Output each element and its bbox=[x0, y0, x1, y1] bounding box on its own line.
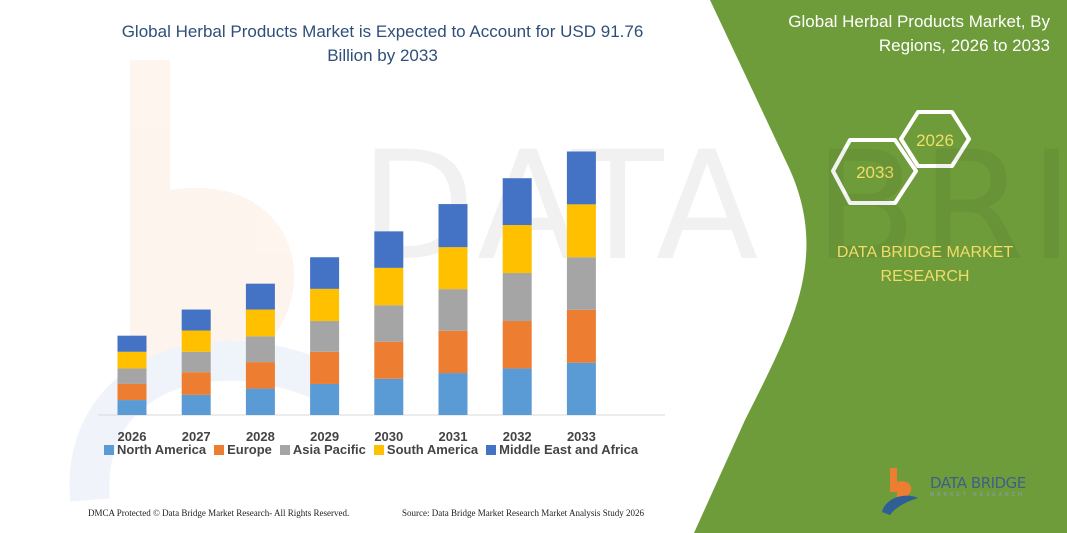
logo-name: DATA BRIDGE bbox=[930, 474, 1026, 492]
bar-segment-2028-north-america bbox=[245, 388, 275, 415]
bar-segment-2033-south-america bbox=[566, 204, 596, 258]
bar-segment-2030-middle-east-and-africa bbox=[374, 231, 404, 268]
chart-title: Global Herbal Products Market is Expecte… bbox=[121, 22, 644, 65]
legend-swatch bbox=[279, 444, 290, 455]
legend-item: Europe bbox=[214, 442, 272, 457]
logo-subtitle: MARKET RESEARCH bbox=[930, 492, 1025, 498]
legend-swatch bbox=[486, 444, 497, 455]
bar-segment-2026-north-america bbox=[117, 400, 147, 415]
hexagon-2026 bbox=[899, 110, 971, 168]
bar-segment-2032-europe bbox=[502, 321, 532, 369]
bar-segment-2030-europe bbox=[374, 341, 404, 379]
legend-swatch bbox=[373, 444, 384, 455]
legend-swatch bbox=[214, 444, 225, 455]
bar-segment-2030-south-america bbox=[374, 267, 404, 306]
bar-segment-2026-asia-pacific bbox=[117, 368, 147, 384]
bar-segment-2028-middle-east-and-africa bbox=[245, 283, 275, 310]
brand-name: DATA BRIDGE MARKET RESEARCH bbox=[836, 244, 1014, 285]
bar-segment-2026-south-america bbox=[117, 351, 147, 369]
bar-segment-2029-north-america bbox=[310, 383, 340, 415]
bar-segment-2027-europe bbox=[181, 372, 211, 395]
bar-segment-2032-asia-pacific bbox=[502, 273, 532, 322]
hex-label-2033: 2033 bbox=[856, 163, 894, 182]
x-tick-label: 2028 bbox=[246, 429, 275, 444]
bar-segment-2027-middle-east-and-africa bbox=[181, 309, 211, 331]
x-tick-label: 2033 bbox=[567, 429, 596, 444]
legend-item: North America bbox=[104, 442, 206, 457]
bar-segment-2027-asia-pacific bbox=[181, 351, 211, 373]
bar-segment-2033-europe bbox=[566, 309, 596, 363]
x-tick-label: 2026 bbox=[118, 429, 147, 444]
legend-label: South America bbox=[386, 442, 479, 457]
footer-copyright: DMCA Protected © Data Bridge Market Rese… bbox=[88, 508, 350, 518]
bar-segment-2029-asia-pacific bbox=[310, 321, 340, 352]
legend-swatch bbox=[104, 444, 114, 455]
hexagon-2033 bbox=[831, 138, 918, 205]
legend: North America Europe Asia Pacific South Ame… bbox=[104, 442, 638, 457]
bar-segment-2027-south-america bbox=[181, 330, 211, 352]
legend-item: Middle East and Africa bbox=[486, 442, 638, 457]
bar-segment-2030-asia-pacific bbox=[374, 305, 404, 342]
footer-source: Source: Data Bridge Market Research Mark… bbox=[402, 508, 644, 518]
legend-item: South America bbox=[373, 442, 479, 457]
bar-segment-2030-north-america bbox=[374, 378, 404, 415]
bar-segment-2028-europe bbox=[245, 362, 275, 389]
legend-label: North America bbox=[117, 442, 207, 457]
bar-segment-2026-europe bbox=[117, 383, 147, 401]
legend-item: Asia Pacific bbox=[279, 442, 366, 457]
bar-segment-2029-europe bbox=[310, 351, 340, 384]
bar-segment-2029-middle-east-and-africa bbox=[310, 257, 340, 289]
x-tick-label: 2032 bbox=[503, 429, 532, 444]
legend-label: Europe bbox=[227, 442, 272, 457]
bar-segment-2033-middle-east-and-africa bbox=[566, 151, 596, 205]
bar-segment-2027-north-america bbox=[181, 394, 211, 415]
legend-label: Middle East and Africa bbox=[499, 442, 639, 457]
x-tick-label: 2029 bbox=[310, 429, 339, 444]
x-tick-label: 2031 bbox=[439, 429, 468, 444]
legend-label: Asia Pacific bbox=[292, 442, 366, 457]
watermark-text: DATA BRIDGE bbox=[360, 120, 1067, 294]
bar-segment-2028-south-america bbox=[245, 309, 275, 337]
green-panel bbox=[694, 0, 1067, 533]
x-tick-label: 2027 bbox=[182, 429, 211, 444]
bar-segment-2032-south-america bbox=[502, 225, 532, 274]
bar-segment-2031-europe bbox=[438, 330, 468, 374]
bar-segment-2029-south-america bbox=[310, 288, 340, 322]
bar-segment-2032-middle-east-and-africa bbox=[502, 178, 532, 226]
bar-segment-2032-north-america bbox=[502, 368, 532, 415]
bar-segment-2033-north-america bbox=[566, 362, 596, 415]
side-panel-title: Global Herbal Products Market, By Region… bbox=[788, 12, 1050, 55]
bar-segment-2031-middle-east-and-africa bbox=[438, 204, 468, 248]
x-tick-label: 2030 bbox=[374, 429, 403, 444]
bar-segment-2033-asia-pacific bbox=[566, 257, 596, 310]
footer-logo-icon bbox=[882, 468, 918, 515]
bar-segment-2026-middle-east-and-africa bbox=[117, 335, 147, 352]
hex-label-2026: 2026 bbox=[916, 131, 954, 150]
bar-segment-2028-asia-pacific bbox=[245, 336, 275, 363]
bar-segment-2031-asia-pacific bbox=[438, 289, 468, 331]
bar-segment-2031-north-america bbox=[438, 373, 468, 415]
bar-segment-2031-south-america bbox=[438, 247, 468, 290]
